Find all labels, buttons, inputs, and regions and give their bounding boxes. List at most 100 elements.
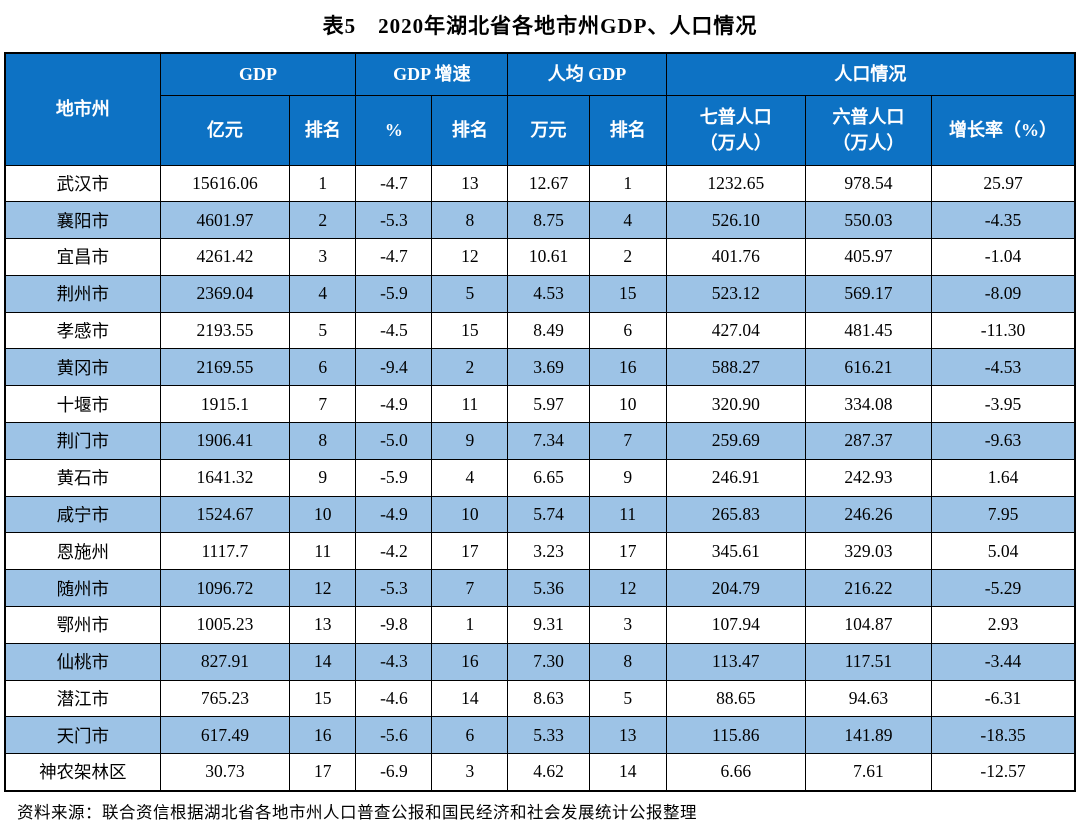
cell-pop-census6: 481.45 [804,311,933,350]
cell-per-capita-rank: 4 [588,201,667,240]
cell-pop-growth: 7.95 [931,495,1076,534]
cell-per-capita-rank: 15 [588,274,667,313]
cell-gdp-value: 1906.41 [159,422,291,460]
cell-gdp-rank: 2 [289,201,357,240]
table-row: 黄冈市 2169.55 6 -9.4 2 3.69 16 588.27 616.… [4,348,1076,387]
cell-pop-growth: 5.04 [931,532,1076,571]
col-header-gdp-rank: 排名 [289,94,357,166]
cell-per-capita-rank: 10 [588,385,667,424]
cell-gdp-value: 2169.55 [159,348,291,387]
cell-growth-rank: 10 [431,495,509,534]
cell-growth-pct: -5.3 [355,569,433,608]
cell-per-capita-value: 5.74 [507,495,590,534]
cell-pop-census7: 107.94 [665,606,806,644]
cell-growth-pct: -5.9 [355,458,433,497]
cell-growth-pct: -5.0 [355,422,433,460]
cell-per-capita-rank: 16 [588,348,667,387]
cell-pop-growth: -3.44 [931,642,1076,681]
cell-pop-growth: 2.93 [931,606,1076,644]
cell-growth-pct: -9.4 [355,348,433,387]
cell-gdp-rank: 15 [289,679,357,718]
cell-pop-census6: 104.87 [804,606,933,644]
cell-per-capita-value: 8.49 [507,311,590,350]
cell-per-capita-rank: 6 [588,311,667,350]
cell-pop-census7: 523.12 [665,274,806,313]
cell-pop-census7: 6.66 [665,753,806,792]
cell-gdp-rank: 7 [289,385,357,424]
cell-growth-pct: -4.5 [355,311,433,350]
cell-growth-rank: 1 [431,606,509,644]
cell-growth-pct: -5.6 [355,716,433,755]
cell-gdp-value: 765.23 [159,679,291,718]
cell-pop-census7: 246.91 [665,458,806,497]
cell-region: 鄂州市 [4,606,161,644]
cell-per-capita-value: 8.63 [507,679,590,718]
cell-region: 潜江市 [4,679,161,718]
cell-pop-census7: 265.83 [665,495,806,534]
cell-region: 襄阳市 [4,201,161,240]
table-row: 荆门市 1906.41 8 -5.0 9 7.34 7 259.69 287.3… [4,422,1076,460]
table-body: 武汉市 15616.06 1 -4.7 13 12.67 1 1232.65 9… [4,164,1076,792]
cell-per-capita-rank: 13 [588,716,667,755]
cell-gdp-value: 1641.32 [159,458,291,497]
cell-pop-census7: 204.79 [665,569,806,608]
cell-gdp-value: 827.91 [159,642,291,681]
cell-region: 武汉市 [4,164,161,203]
cell-per-capita-rank: 11 [588,495,667,534]
table-row: 潜江市 765.23 15 -4.6 14 8.63 5 88.65 94.63… [4,679,1076,718]
cell-region: 荆门市 [4,422,161,460]
cell-pop-census6: 616.21 [804,348,933,387]
cell-per-capita-rank: 12 [588,569,667,608]
cell-gdp-rank: 5 [289,311,357,350]
cell-pop-census6: 287.37 [804,422,933,460]
cell-pop-growth: -5.29 [931,569,1076,608]
cell-gdp-rank: 17 [289,753,357,792]
col-group-gdp: GDP [159,52,357,96]
cell-pop-census6: 246.26 [804,495,933,534]
cell-pop-census7: 427.04 [665,311,806,350]
cell-growth-rank: 9 [431,422,509,460]
col-header-per-capita-value: 万元 [507,94,590,166]
cell-growth-rank: 13 [431,164,509,203]
cell-growth-rank: 6 [431,716,509,755]
cell-pop-growth: -4.35 [931,201,1076,240]
table-row: 荆州市 2369.04 4 -5.9 5 4.53 15 523.12 569.… [4,274,1076,313]
cell-growth-rank: 8 [431,201,509,240]
cell-growth-pct: -6.9 [355,753,433,792]
cell-growth-rank: 11 [431,385,509,424]
cell-region: 神农架林区 [4,753,161,792]
cell-per-capita-value: 8.75 [507,201,590,240]
cell-gdp-rank: 6 [289,348,357,387]
col-group-gdp-growth: GDP 增速 [355,52,509,96]
cell-gdp-rank: 8 [289,422,357,460]
col-header-gdp-value: 亿元 [159,94,291,166]
cell-growth-rank: 16 [431,642,509,681]
cell-gdp-rank: 16 [289,716,357,755]
table-row: 武汉市 15616.06 1 -4.7 13 12.67 1 1232.65 9… [4,164,1076,203]
cell-region: 十堰市 [4,385,161,424]
table-row: 鄂州市 1005.23 13 -9.8 1 9.31 3 107.94 104.… [4,606,1076,644]
cell-region: 仙桃市 [4,642,161,681]
cell-per-capita-value: 5.36 [507,569,590,608]
cell-pop-growth: -8.09 [931,274,1076,313]
cell-gdp-value: 4261.42 [159,238,291,276]
cell-pop-census7: 588.27 [665,348,806,387]
cell-per-capita-value: 3.69 [507,348,590,387]
cell-per-capita-rank: 9 [588,458,667,497]
cell-growth-rank: 5 [431,274,509,313]
cell-per-capita-value: 5.33 [507,716,590,755]
cell-pop-census7: 115.86 [665,716,806,755]
cell-per-capita-rank: 2 [588,238,667,276]
cell-gdp-value: 30.73 [159,753,291,792]
cell-region: 宜昌市 [4,238,161,276]
cell-growth-pct: -4.9 [355,495,433,534]
cell-pop-growth: -18.35 [931,716,1076,755]
cell-gdp-rank: 3 [289,238,357,276]
cell-per-capita-value: 4.53 [507,274,590,313]
cell-gdp-rank: 9 [289,458,357,497]
col-header-per-capita-rank: 排名 [588,94,667,166]
table-row: 黄石市 1641.32 9 -5.9 4 6.65 9 246.91 242.9… [4,458,1076,497]
cell-pop-census7: 320.90 [665,385,806,424]
cell-region: 咸宁市 [4,495,161,534]
cell-gdp-value: 15616.06 [159,164,291,203]
